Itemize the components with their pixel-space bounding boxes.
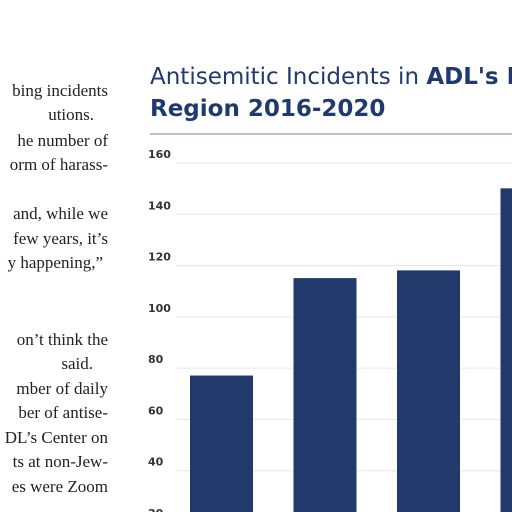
text-line: y happening,” — [8, 253, 103, 272]
text-line: few years, it’s — [13, 229, 108, 248]
text-line: ber of antise- — [18, 403, 108, 422]
y-tick-label: 140 — [148, 199, 171, 212]
y-tick-label: 60 — [148, 404, 164, 417]
text-line: orm of harass- — [10, 155, 109, 174]
y-tick-label: 100 — [148, 302, 171, 315]
y-tick-label: 80 — [148, 353, 164, 366]
text-line: bing incidents — [12, 81, 108, 100]
text-line: said. — [61, 354, 93, 373]
bar — [500, 188, 512, 512]
bar — [190, 375, 253, 512]
text-line: ts at non-Jew- — [13, 452, 109, 471]
text-line: and, while we — [13, 204, 108, 223]
text-line: he number of — [17, 131, 108, 150]
text-line: mber of daily — [16, 379, 108, 398]
text-line: DL’s Center on — [5, 428, 109, 447]
y-tick-label: 160 — [148, 148, 171, 161]
y-tick-label: 20 — [148, 507, 164, 512]
title-bold: ADL's Pl — [426, 64, 512, 90]
title-regular: Antisemitic Incidents in — [150, 64, 426, 90]
text-line: es were Zoom — [12, 477, 108, 496]
text-line: on’t think the — [17, 330, 108, 349]
y-tick-label: 40 — [148, 456, 164, 469]
bar — [293, 278, 357, 512]
article-text: bing incidents utions. he number of orm of … — [5, 81, 109, 496]
bar — [397, 270, 460, 512]
chart-title: Antisemitic Incidents in ADL's Pl — [150, 64, 512, 90]
text-line: utions. — [48, 105, 94, 124]
y-tick-label: 120 — [148, 251, 171, 264]
chart-subtitle: Region 2016-2020 — [150, 96, 385, 122]
